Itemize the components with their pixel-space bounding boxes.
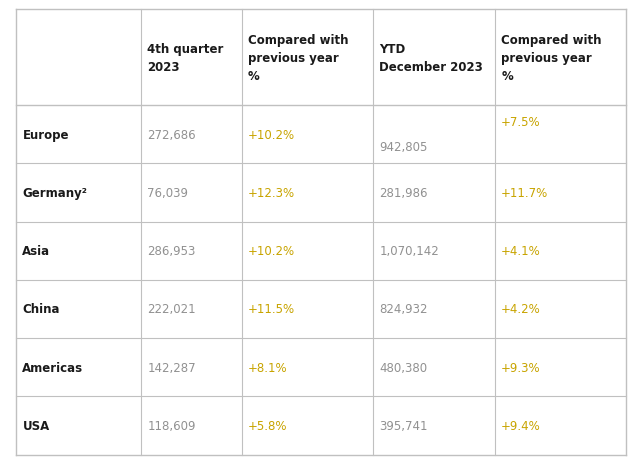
Text: Compared with
previous year
%: Compared with previous year % — [248, 33, 349, 82]
Text: +9.4%: +9.4% — [501, 419, 541, 432]
Text: 942,805: 942,805 — [380, 141, 428, 154]
Text: Compared with
previous year
%: Compared with previous year % — [501, 33, 602, 82]
Text: 281,986: 281,986 — [380, 187, 428, 200]
Text: 824,932: 824,932 — [380, 303, 428, 316]
Text: +8.1%: +8.1% — [248, 361, 288, 374]
Text: +4.1%: +4.1% — [501, 244, 541, 257]
Text: +5.8%: +5.8% — [248, 419, 287, 432]
Text: +12.3%: +12.3% — [248, 187, 295, 200]
Text: +7.5%: +7.5% — [501, 116, 541, 129]
Text: Germany²: Germany² — [22, 187, 87, 200]
Text: +10.2%: +10.2% — [248, 244, 295, 257]
Text: 4th quarter
2023: 4th quarter 2023 — [147, 43, 224, 74]
Text: +11.5%: +11.5% — [248, 303, 295, 316]
Text: China: China — [22, 303, 60, 316]
Text: +11.7%: +11.7% — [501, 187, 548, 200]
Text: +9.3%: +9.3% — [501, 361, 541, 374]
Text: 1,070,142: 1,070,142 — [380, 244, 439, 257]
Text: 480,380: 480,380 — [380, 361, 428, 374]
Text: Americas: Americas — [22, 361, 84, 374]
Text: 76,039: 76,039 — [147, 187, 188, 200]
Text: Asia: Asia — [22, 244, 51, 257]
Text: USA: USA — [22, 419, 50, 432]
Text: 272,686: 272,686 — [147, 128, 196, 141]
Text: 142,287: 142,287 — [147, 361, 196, 374]
Text: 118,609: 118,609 — [147, 419, 196, 432]
Text: YTD
December 2023: YTD December 2023 — [380, 43, 483, 74]
Text: +10.2%: +10.2% — [248, 128, 295, 141]
Text: 222,021: 222,021 — [147, 303, 196, 316]
Text: 286,953: 286,953 — [147, 244, 196, 257]
Text: +4.2%: +4.2% — [501, 303, 541, 316]
Text: 395,741: 395,741 — [380, 419, 428, 432]
Text: Europe: Europe — [22, 128, 69, 141]
